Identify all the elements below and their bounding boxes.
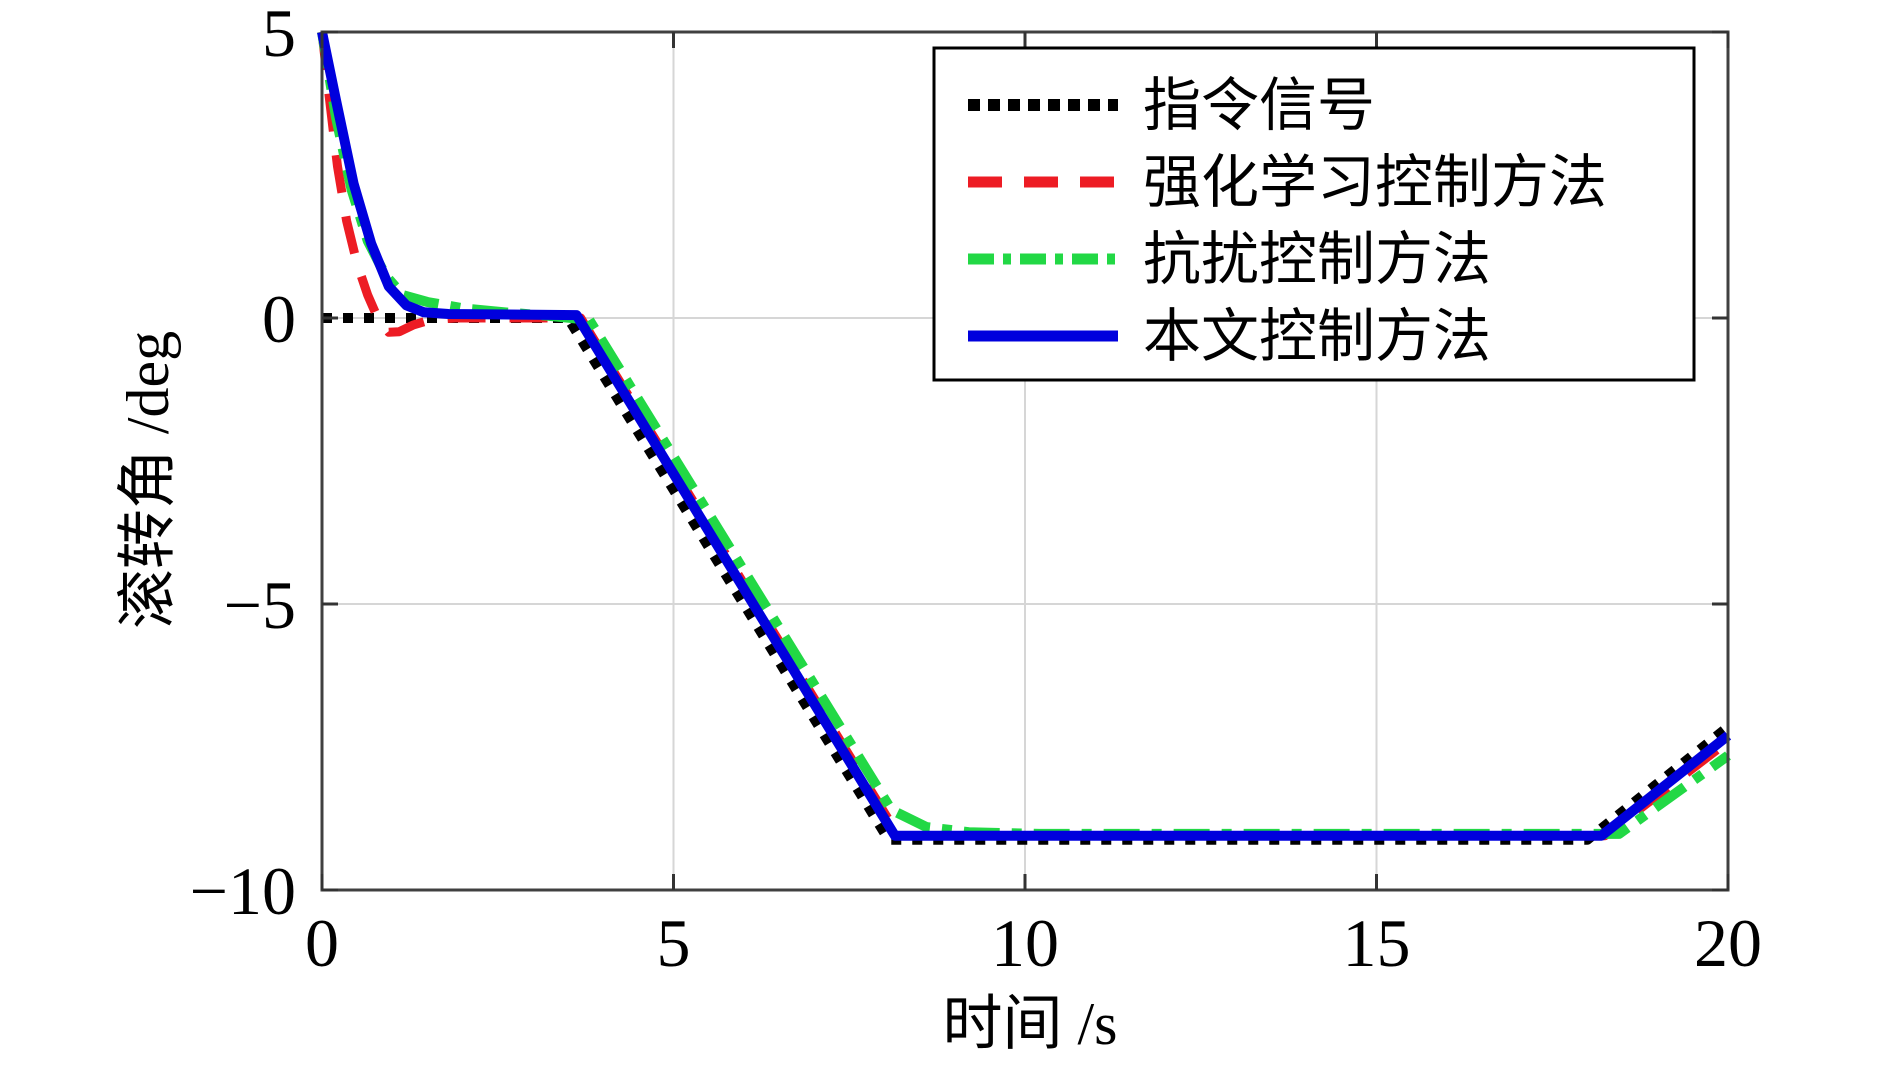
y-tick-labels: 5 0 −5 −10: [190, 0, 296, 929]
y-axis-label: 滚转角 /deg: [115, 331, 181, 629]
y-tick-label: −5: [224, 567, 296, 643]
y-tick-label: −10: [190, 853, 296, 929]
y-tick-label: 5: [262, 0, 296, 71]
axis-ticks: [320, 30, 1730, 892]
x-tick-labels: 0 5 10 15 20: [305, 905, 1762, 981]
x-tick-label: 5: [657, 905, 691, 981]
x-tick-label: 10: [991, 905, 1059, 981]
legend-label: 抗扰控制方法: [1143, 227, 1491, 292]
legend-label: 本文控制方法: [1143, 304, 1491, 369]
series-line: [317, 30, 1732, 841]
legend-box: [932, 46, 1696, 382]
x-axis-label: 时间 /s: [942, 991, 1117, 1057]
legend-label: 指令信号: [1143, 73, 1375, 138]
series-lines: [317, 30, 1732, 845]
y-tick-label: 0: [262, 281, 296, 357]
x-tick-label: 15: [1343, 905, 1411, 981]
series-line: [322, 313, 1732, 845]
x-tick-label: 20: [1694, 905, 1762, 981]
x-tick-label: 0: [305, 905, 339, 981]
legend-label: 强化学习控制方法: [1143, 150, 1607, 215]
